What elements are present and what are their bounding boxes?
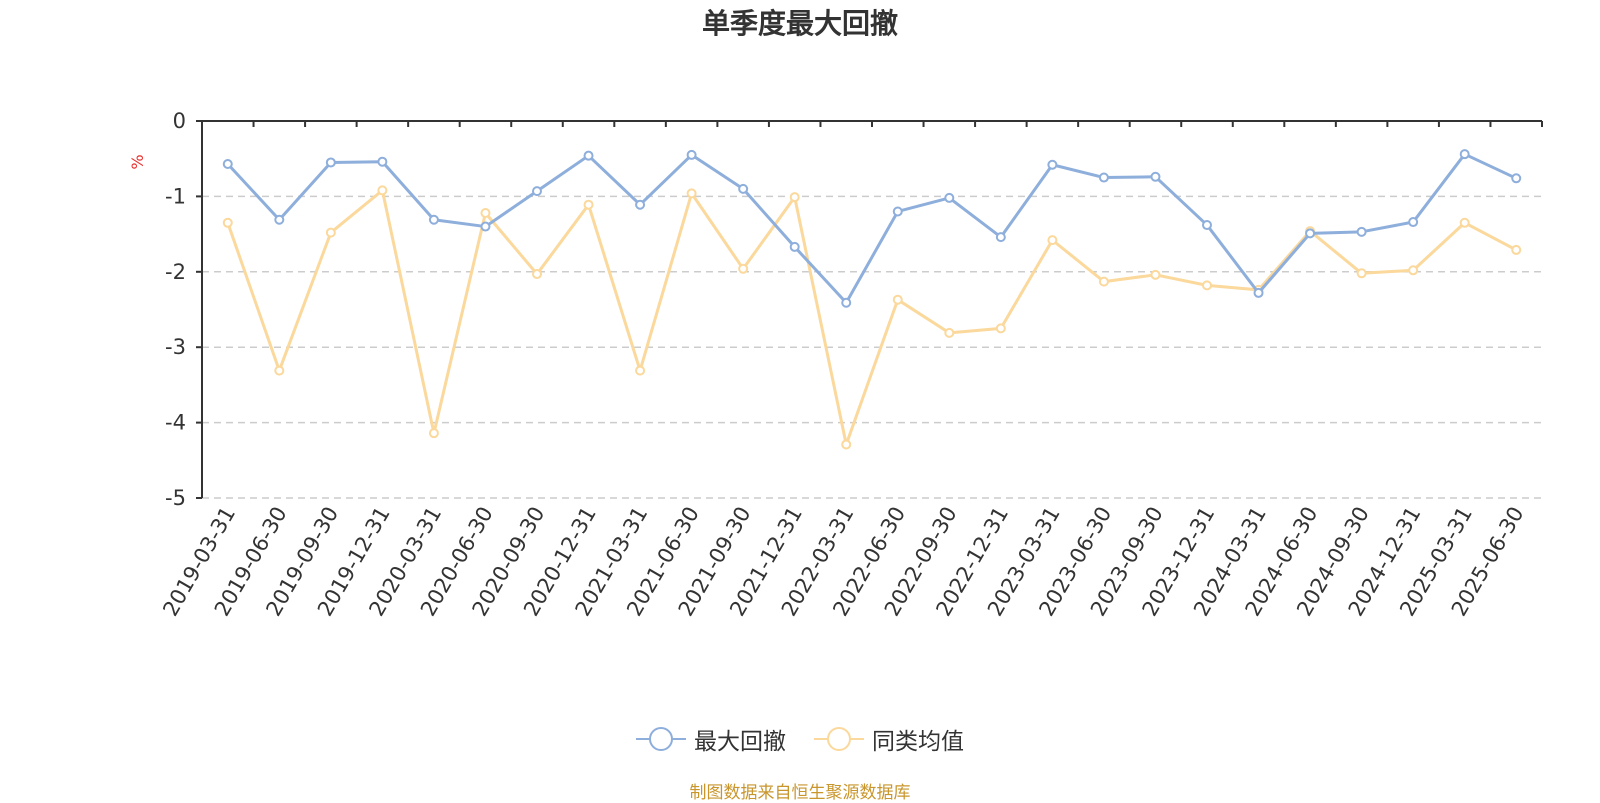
data-point: [1253, 287, 1264, 298]
legend-circle-2: [827, 727, 851, 751]
y-tick-label: -2: [165, 260, 186, 284]
data-point: [1202, 220, 1212, 231]
data-point: [480, 207, 491, 218]
data-point: [325, 157, 336, 168]
data-point: [738, 263, 749, 274]
legend-label-1: 最大回撤: [694, 729, 786, 755]
data-point: [841, 439, 852, 450]
grid-lines: [202, 195, 1542, 499]
data-point: [738, 183, 749, 194]
data-point: [1408, 217, 1419, 228]
series-line-1: [226, 152, 1517, 305]
legend-item-series-1[interactable]: 最大回撤: [636, 724, 786, 755]
data-point: [1459, 217, 1470, 228]
y-tick-label: -5: [165, 486, 186, 510]
data-point: [686, 188, 697, 199]
series-line-2: [226, 188, 1517, 446]
series-1: [222, 149, 1522, 308]
data-point: [1047, 235, 1058, 246]
data-point: [428, 428, 439, 439]
data-point: [944, 327, 955, 338]
legend-marker-circle-icon: [814, 724, 864, 754]
data-point: [532, 269, 542, 280]
data-point: [1356, 268, 1367, 279]
data-point: [841, 297, 852, 308]
data-point: [1356, 226, 1367, 237]
data-point: [274, 214, 285, 225]
data-point: [635, 199, 646, 210]
data-point: [532, 186, 542, 197]
data-point: [1305, 228, 1316, 239]
data-point: [1150, 269, 1161, 280]
y-axis-unit-label: %: [128, 154, 147, 169]
legend-item-series-2[interactable]: 同类均值: [814, 724, 964, 755]
data-point: [1511, 173, 1522, 184]
y-tick-label: 0: [173, 109, 186, 133]
chart-title: 单季度最大回撤: [701, 7, 898, 40]
axes: [196, 120, 1543, 499]
data-point: [995, 323, 1006, 334]
legend-marker-circle-icon: [636, 724, 686, 754]
data-point: [1511, 244, 1522, 255]
data-point: [1150, 171, 1161, 182]
data-point: [583, 199, 594, 210]
data-point: [377, 185, 388, 196]
data-point: [222, 158, 233, 169]
data-point: [274, 365, 285, 376]
data-point: [583, 150, 594, 161]
data-point: [892, 294, 903, 305]
data-point: [325, 227, 336, 238]
data-point: [789, 241, 800, 252]
y-tick-label: -1: [165, 184, 186, 208]
data-point: [377, 156, 388, 167]
series: [222, 149, 1522, 450]
y-tick-label: -4: [165, 411, 186, 435]
data-point: [686, 149, 697, 160]
data-point: [1098, 276, 1109, 287]
y-tick-label: -3: [165, 335, 186, 359]
data-point: [1098, 172, 1109, 183]
data-point: [892, 206, 903, 217]
data-point: [789, 192, 800, 203]
series-2: [222, 185, 1522, 450]
data-point: [995, 232, 1006, 243]
source-note: 制图数据来自恒生聚源数据库: [689, 783, 911, 803]
data-point: [1408, 265, 1419, 276]
data-point: [222, 217, 233, 228]
data-point: [1459, 149, 1470, 160]
data-point: [635, 365, 646, 376]
legend-circle-1: [649, 727, 673, 751]
data-point: [480, 221, 491, 232]
data-point: [1047, 159, 1058, 170]
data-point: [428, 214, 439, 225]
legend-label-2: 同类均值: [872, 729, 964, 755]
data-point: [1202, 280, 1212, 291]
data-point: [944, 192, 955, 203]
